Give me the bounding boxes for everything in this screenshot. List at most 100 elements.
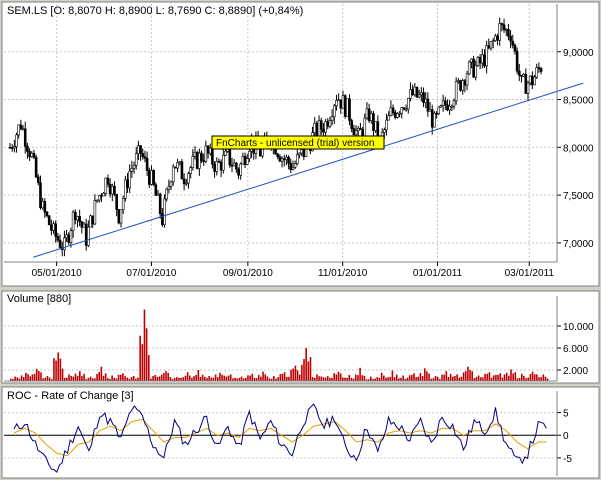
volume-bar (251, 373, 254, 381)
volume-bar (428, 373, 430, 381)
candle-body (383, 129, 386, 133)
volume-bar (273, 376, 275, 381)
volume-y-tick-label: 10.000 (563, 322, 594, 333)
candle-body (332, 105, 336, 117)
candle-body (446, 104, 449, 111)
candle-body (78, 216, 81, 223)
volume-bar (150, 378, 152, 381)
volume-bar (223, 375, 226, 381)
candle-body (84, 223, 88, 246)
volume-bar (354, 374, 357, 381)
candle-body (406, 98, 410, 110)
candle-body (520, 75, 523, 77)
candle-body (372, 113, 375, 131)
candle-body (150, 170, 153, 185)
candle-body (350, 120, 354, 129)
candle-body (443, 100, 447, 106)
candle-body (463, 80, 467, 86)
volume-bar (393, 377, 396, 381)
candle-body (189, 167, 192, 174)
candle-body (21, 128, 25, 131)
volume-bar (514, 372, 517, 381)
candle-body (108, 183, 112, 195)
volume-bar (309, 357, 312, 381)
candle-body (134, 153, 138, 166)
volume-bar (10, 378, 12, 381)
candle-body (369, 113, 373, 122)
candle-body (337, 99, 340, 102)
candle-body (339, 99, 343, 109)
volume-bar (316, 374, 318, 381)
candle-body (522, 73, 525, 77)
candle-body (507, 29, 510, 37)
volume-bar (434, 376, 437, 381)
candle-body (97, 195, 101, 201)
volume-bar (66, 377, 68, 381)
volume-bar (523, 375, 525, 381)
volume-bar (141, 344, 144, 381)
candle-body (47, 215, 51, 226)
candle-body (319, 120, 323, 130)
candle-body (182, 178, 186, 185)
candle-body (41, 201, 44, 209)
candle-body (121, 197, 125, 211)
volume-bar (206, 378, 208, 381)
candle-body (452, 100, 456, 107)
candle-body (317, 120, 321, 138)
candle-body (402, 107, 406, 110)
candle-body (396, 113, 399, 118)
candle-body (287, 156, 290, 164)
volume-y-tick-label: 6.000 (563, 344, 588, 355)
candle-body (215, 161, 219, 172)
candle-body (391, 107, 395, 113)
price-x-tick-label: 11/01/2010 (318, 268, 368, 279)
volume-bar (275, 378, 277, 381)
volume-bar (76, 375, 79, 381)
candle-body (404, 108, 408, 111)
candle-body (539, 68, 543, 72)
candle-body (211, 147, 214, 165)
candle-body (356, 128, 360, 132)
volume-bar (74, 373, 77, 381)
volume-bar (260, 376, 262, 381)
volume-bar (234, 377, 236, 381)
volume-bar (303, 358, 305, 381)
roc-header: ROC - Rate of Change [3] (7, 390, 134, 402)
volume-bar (490, 377, 493, 381)
volume-bar (44, 377, 47, 381)
price-x-axis: 05/01/2010 07/01/2010 09/01/2010 11/01/2010… (4, 261, 557, 279)
volume-bar (253, 377, 256, 381)
volume-bar (249, 375, 251, 381)
candle-body (324, 121, 327, 133)
candle-body (58, 239, 62, 248)
volume-bar (42, 378, 44, 381)
candle-body (224, 150, 227, 156)
candle-body (245, 158, 249, 165)
roc-y-tick-label: -5 (563, 454, 572, 465)
candle-body (243, 156, 247, 165)
candle-body (433, 112, 436, 128)
volume-bar (296, 370, 299, 381)
candle-body (415, 86, 419, 98)
candle-body (100, 195, 103, 197)
volume-bar (111, 375, 113, 381)
volume-bar (376, 376, 379, 381)
candle-body (200, 152, 203, 161)
volume-bar (436, 376, 439, 381)
candle-body (128, 170, 132, 189)
candle-body (276, 153, 280, 158)
candle-body (528, 75, 532, 84)
candle-body (45, 211, 49, 217)
volume-bar (350, 377, 353, 381)
candle-body (389, 107, 393, 116)
volume-bar (426, 371, 428, 381)
volume-bar (178, 377, 180, 381)
candle-body (282, 158, 286, 161)
volume-bar (406, 377, 409, 381)
candle-body (130, 167, 134, 172)
volume-bar (176, 377, 178, 381)
volume-bar (378, 377, 381, 381)
candle-body (156, 193, 160, 196)
volume-bar (344, 377, 346, 381)
candle-body (348, 98, 351, 121)
